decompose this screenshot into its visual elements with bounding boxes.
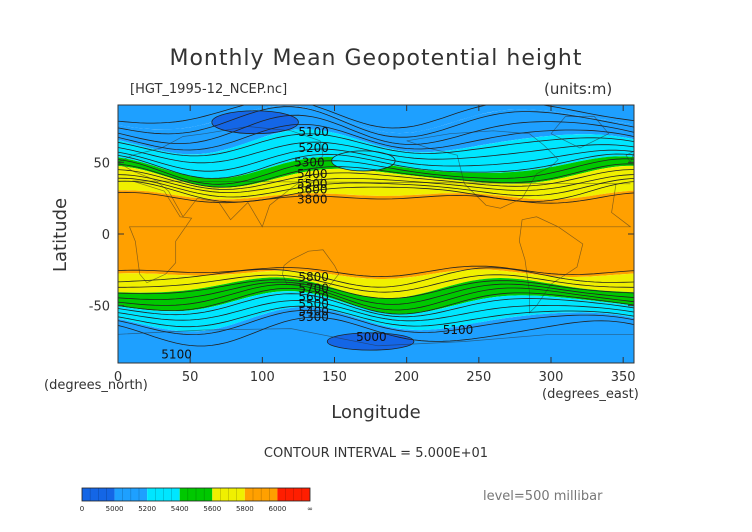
colorbar-label-6: 6000: [269, 505, 287, 513]
colorbar-label-1: 5000: [106, 505, 124, 513]
y-tick-label-0: -50: [89, 300, 110, 315]
contour-line-14: [118, 191, 634, 204]
contour-band-7: [118, 277, 634, 314]
contour-label-10: 5500: [298, 297, 329, 311]
contour-label-14: 5100: [443, 323, 474, 337]
contour-line-22: [118, 293, 634, 318]
x-axis-unit-label: (degrees_east): [542, 387, 639, 402]
contour-line-2: [118, 114, 634, 145]
contour-line-0: [118, 105, 634, 129]
x-axis-label: Longitude: [331, 402, 421, 423]
coastline-5: [550, 116, 610, 149]
colorbar-label-0: 0: [80, 505, 84, 513]
contour-lines-layer: [118, 105, 634, 347]
contour-label-13: 5000: [356, 330, 387, 344]
x-tick-label-3: 150: [322, 370, 347, 385]
contour-label-6: 3800: [297, 193, 328, 207]
contour-label-2: 5300: [294, 155, 325, 169]
contour-label-9: 5600: [298, 290, 329, 304]
contour-label-11: 5400: [298, 304, 329, 318]
contour-label-15: 5100: [161, 347, 192, 361]
axis-ticks-layer: 0 50 100 150 200 250 300 350 -50 0 50: [89, 105, 636, 385]
colorbar-label-3: 5400: [171, 505, 189, 513]
y-tick-label-2: 50: [93, 156, 110, 171]
pressure-level-note: level=500 millibar: [483, 489, 603, 504]
contour-line-15: [118, 265, 634, 278]
colorbar-label-7: ∞: [307, 505, 313, 513]
y-axis-unit-label: (degrees_north): [44, 378, 148, 393]
contour-line-20: [118, 284, 634, 311]
x-tick-label-7: 350: [611, 370, 636, 385]
coastline-2: [406, 130, 559, 209]
contour-label-8: 5700: [298, 281, 329, 295]
contour-line-18: [118, 279, 634, 299]
contour-line-4: [118, 133, 634, 157]
contour-line-11: [118, 174, 634, 193]
contour-line-10: [118, 169, 634, 190]
x-tick-label-4: 200: [394, 370, 419, 385]
colorbar-label-4: 5600: [203, 505, 221, 513]
contour-line-7: [118, 153, 634, 179]
coastline-1: [128, 180, 632, 284]
contour-interval-note: CONTOUR INTERVAL = 5.000E+01: [263, 446, 489, 461]
x-tick-label-6: 300: [539, 370, 564, 385]
contour-line-26: [118, 316, 634, 347]
contour-line-24: [118, 305, 634, 328]
x-tick-label-0: 0: [114, 370, 122, 385]
contour-labels-layer: 5100520053005400550056003800580057005600…: [161, 125, 473, 361]
contour-line-1: [118, 106, 634, 138]
contour-line-9: [118, 163, 634, 188]
contour-label-7: 5800: [298, 270, 329, 284]
x-tick-label-1: 50: [182, 370, 199, 385]
contour-label-3: 5400: [297, 167, 328, 181]
contour-line-13: [118, 180, 634, 203]
contour-line-8: [118, 158, 634, 185]
contour-band-5: [118, 190, 634, 280]
contour-line-5: [118, 141, 634, 164]
coastline-3: [518, 216, 584, 314]
contour-line-23: [118, 300, 634, 322]
contour-label-5: 5600: [297, 183, 328, 197]
coastline-4: [282, 249, 340, 289]
y-tick-label-1: 0: [102, 228, 110, 243]
contour-label-1: 5200: [298, 141, 329, 155]
contour-band-0: [118, 105, 634, 133]
contour-line-6: [118, 148, 634, 172]
contour-label-0: 5100: [298, 125, 329, 139]
chart-title: Monthly Mean Geopotential height: [169, 46, 583, 71]
contour-line-12: [118, 177, 634, 198]
colorbar-frame: [81, 487, 311, 502]
contour-line-21: [118, 288, 634, 315]
contour-line-3: [118, 124, 634, 151]
x-tick-label-5: 250: [466, 370, 491, 385]
contour-label-12: 5300: [298, 310, 329, 324]
colorbar: 0 5000 5200 5400 5600 5800 6000 ∞: [80, 487, 313, 513]
contour-line-25: [118, 309, 634, 336]
x-tick-label-2: 100: [250, 370, 275, 385]
contour-line-19: [118, 281, 634, 305]
colorbar-label-2: 5200: [138, 505, 156, 513]
contour-label-4: 5500: [297, 177, 328, 191]
units-label: (units:m): [544, 80, 613, 98]
low-center-1: [326, 332, 415, 351]
file-label: [HGT_1995-12_NCEP.nc]: [130, 82, 288, 97]
contour-line-17: [118, 274, 634, 293]
contour-line-16: [118, 267, 634, 288]
coastline-6: [118, 328, 634, 347]
colorbar-label-5: 5800: [236, 505, 254, 513]
